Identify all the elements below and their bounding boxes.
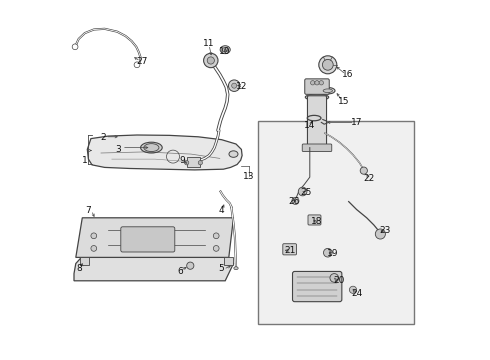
Bar xyxy=(80,257,90,265)
Ellipse shape xyxy=(323,89,333,93)
Circle shape xyxy=(91,246,97,251)
FancyBboxPatch shape xyxy=(302,144,332,152)
FancyBboxPatch shape xyxy=(308,215,321,225)
FancyBboxPatch shape xyxy=(305,79,329,94)
Circle shape xyxy=(213,246,219,251)
Text: 27: 27 xyxy=(137,57,148,66)
Text: 20: 20 xyxy=(333,276,344,285)
Bar xyxy=(187,157,200,167)
Circle shape xyxy=(198,161,202,165)
Text: 6: 6 xyxy=(177,267,183,276)
Circle shape xyxy=(91,233,97,239)
Circle shape xyxy=(322,59,333,70)
Circle shape xyxy=(204,53,218,68)
Polygon shape xyxy=(87,135,242,170)
Text: 16: 16 xyxy=(342,70,353,79)
Bar xyxy=(224,257,233,265)
Text: 9: 9 xyxy=(179,156,185,165)
Circle shape xyxy=(319,56,337,74)
Circle shape xyxy=(298,187,307,196)
Text: 24: 24 xyxy=(351,289,362,298)
Circle shape xyxy=(319,81,323,85)
Text: 1: 1 xyxy=(82,156,88,165)
Text: 19: 19 xyxy=(327,249,339,258)
Circle shape xyxy=(311,81,315,85)
Circle shape xyxy=(232,83,237,88)
FancyBboxPatch shape xyxy=(121,227,175,252)
Circle shape xyxy=(207,57,215,64)
Text: 26: 26 xyxy=(288,197,299,206)
Text: 23: 23 xyxy=(380,226,391,235)
Polygon shape xyxy=(76,218,233,257)
Circle shape xyxy=(360,167,368,174)
Text: 14: 14 xyxy=(304,122,316,130)
Circle shape xyxy=(315,81,319,85)
Ellipse shape xyxy=(141,142,162,153)
Circle shape xyxy=(134,62,140,68)
FancyBboxPatch shape xyxy=(283,244,296,255)
Text: 18: 18 xyxy=(311,217,323,226)
FancyBboxPatch shape xyxy=(307,96,326,149)
Circle shape xyxy=(228,80,240,91)
Text: 8: 8 xyxy=(76,264,82,273)
Circle shape xyxy=(213,233,219,239)
Circle shape xyxy=(375,229,386,239)
Ellipse shape xyxy=(320,87,335,94)
Text: 7: 7 xyxy=(86,206,91,215)
Circle shape xyxy=(292,197,299,204)
Text: 4: 4 xyxy=(219,206,224,215)
Polygon shape xyxy=(74,256,233,281)
Text: 25: 25 xyxy=(300,188,312,197)
Text: 11: 11 xyxy=(202,40,214,49)
Text: 21: 21 xyxy=(284,246,295,255)
Circle shape xyxy=(187,262,194,269)
Circle shape xyxy=(185,161,189,165)
Text: 13: 13 xyxy=(243,172,254,181)
Circle shape xyxy=(323,248,332,257)
Text: 17: 17 xyxy=(351,118,362,127)
Text: 2: 2 xyxy=(100,133,106,142)
Text: 3: 3 xyxy=(116,145,121,154)
Bar xyxy=(258,121,414,324)
Ellipse shape xyxy=(222,48,228,52)
FancyBboxPatch shape xyxy=(293,271,342,302)
Circle shape xyxy=(330,274,339,282)
Circle shape xyxy=(72,44,78,50)
Ellipse shape xyxy=(234,267,238,270)
Ellipse shape xyxy=(144,144,159,152)
Text: 5: 5 xyxy=(219,264,224,273)
Ellipse shape xyxy=(305,94,329,100)
Ellipse shape xyxy=(229,151,238,157)
Circle shape xyxy=(349,286,357,293)
Text: 12: 12 xyxy=(236,82,247,91)
Text: 22: 22 xyxy=(364,174,375,183)
Text: 15: 15 xyxy=(338,97,350,106)
Ellipse shape xyxy=(220,46,230,54)
Text: 10: 10 xyxy=(220,46,231,55)
